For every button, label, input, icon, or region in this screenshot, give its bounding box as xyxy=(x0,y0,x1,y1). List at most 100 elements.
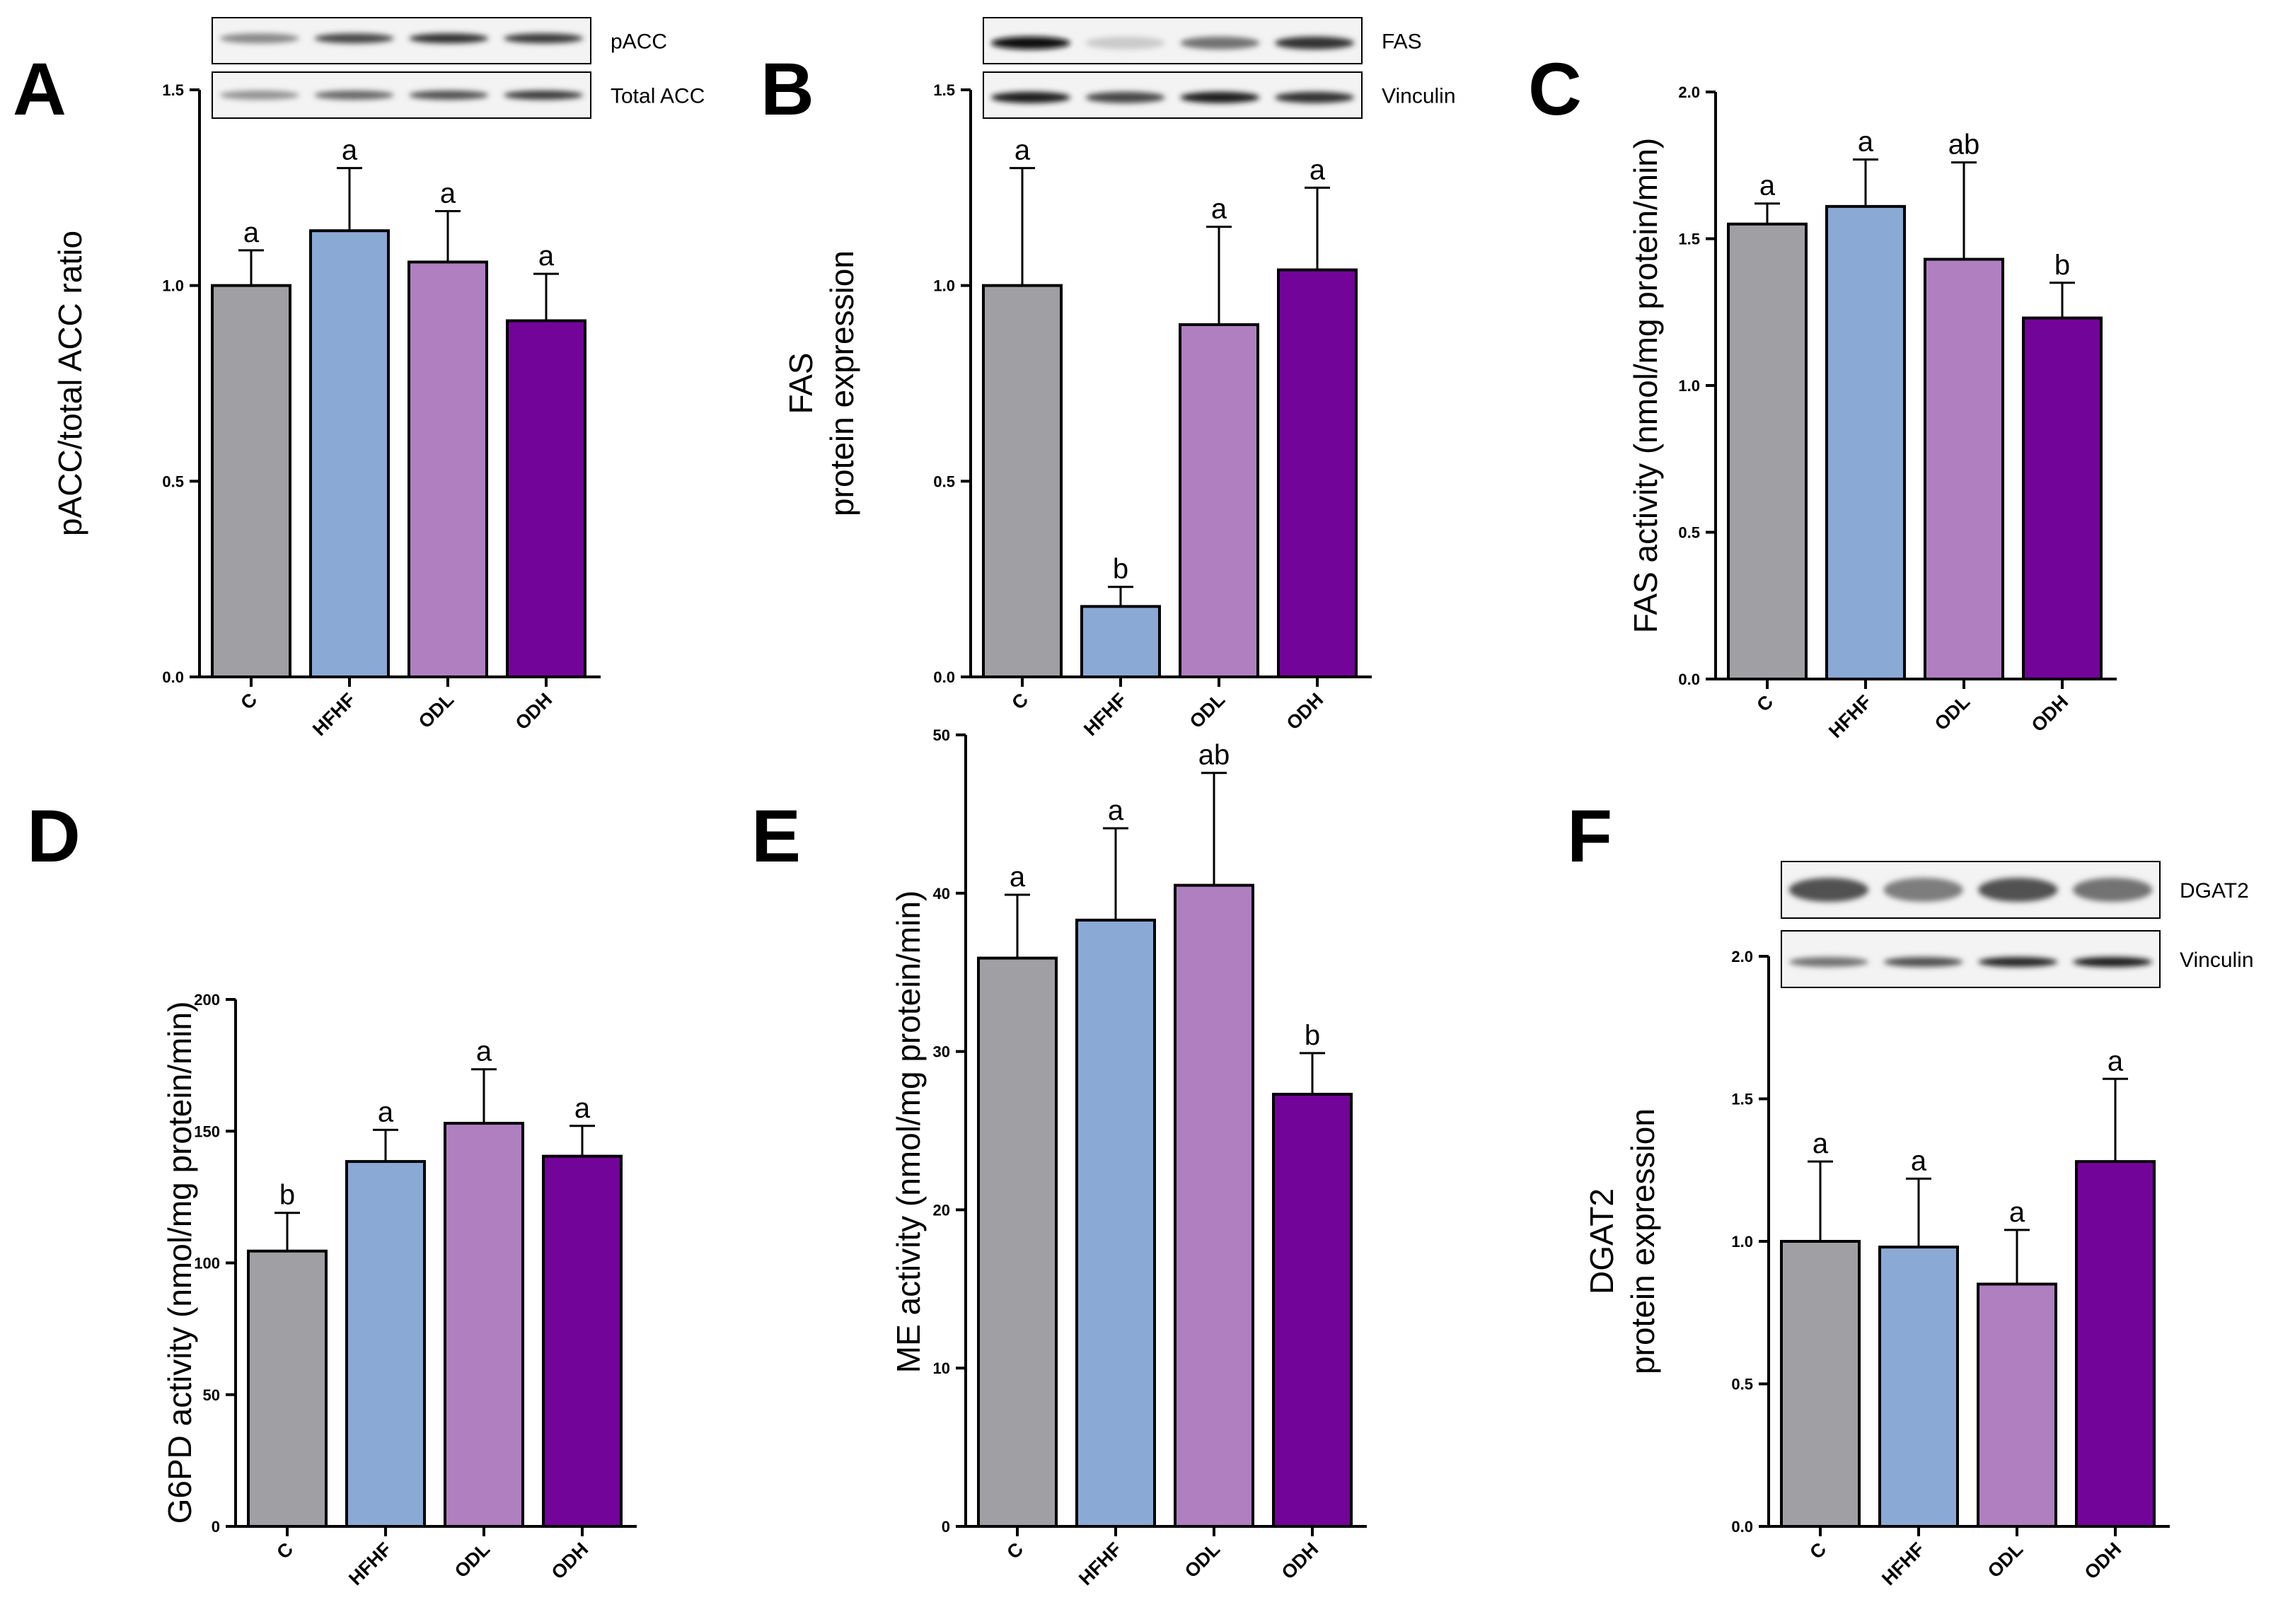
x-tick-label: ODH xyxy=(511,689,557,734)
panel-label: D xyxy=(27,795,81,878)
panel-e: E 0 10 20 30 40 50 ME activity (nmol/mg protein… xyxy=(751,726,1367,1589)
bar-odh xyxy=(1272,1093,1353,1528)
significance-letter: a xyxy=(243,217,260,248)
y-tick-label: 1.5 xyxy=(933,81,955,99)
x-tick-label: HFHF xyxy=(345,1538,395,1589)
significance-letter: a xyxy=(574,1093,591,1124)
blot-band xyxy=(503,33,584,44)
bar-odh xyxy=(1277,268,1358,678)
panel-label: F xyxy=(1567,795,1612,878)
blot-band xyxy=(314,33,394,44)
x-tick-label: ODL xyxy=(1181,1538,1225,1582)
y-tick-label: 0 xyxy=(212,1518,220,1536)
significance-letter: a xyxy=(440,178,456,209)
x-tick-label: ODH xyxy=(2081,1538,2126,1584)
x-tick-label: ODH xyxy=(2028,691,2073,736)
panel-label: E xyxy=(751,795,801,878)
significance-letter: a xyxy=(538,240,555,272)
y-tick-label: 0.5 xyxy=(1731,1376,1753,1393)
y-axis-label-line: protein expression xyxy=(823,250,860,516)
y-tick-label: 10 xyxy=(933,1359,950,1377)
significance-letter: a xyxy=(1014,135,1031,166)
x-tick-label: C xyxy=(1007,689,1032,714)
x-tick-label: ODH xyxy=(548,1538,593,1584)
significance-letter: a xyxy=(476,1036,492,1067)
bar-hfhf xyxy=(1825,204,1906,681)
x-tick-label: ODL xyxy=(451,1538,495,1582)
y-tick-label: 0.5 xyxy=(1678,524,1700,542)
x-tick-label: HFHF xyxy=(308,689,359,740)
bar-hfhf xyxy=(345,1160,426,1528)
blot-label: DGAT2 xyxy=(2180,879,2249,903)
y-tick-label: 1.0 xyxy=(933,277,955,295)
x-tick-label: C xyxy=(1002,1538,1027,1563)
bar-odl xyxy=(444,1122,524,1528)
y-tick-label: 50 xyxy=(933,726,950,744)
blot-band xyxy=(2072,878,2153,902)
bar-hfhf xyxy=(1075,918,1156,1528)
bar-odh xyxy=(506,319,586,678)
bar-c xyxy=(977,956,1058,1528)
blot-band xyxy=(1274,91,1355,103)
blot-band xyxy=(1883,878,1963,902)
bar-odl xyxy=(1977,1282,2057,1528)
blot-band xyxy=(314,91,394,100)
significance-letter: a xyxy=(1310,154,1326,185)
y-axis-label-line: FAS xyxy=(782,353,819,414)
panel-c: C 0.0 0.5 1.0 1.5 2.0 FAS activity (nmol/mg pr… xyxy=(1528,48,2117,742)
significance-letter: b xyxy=(2054,250,2070,281)
significance-letter: a xyxy=(1010,862,1026,893)
significance-letter: b xyxy=(1113,554,1128,585)
blot-band xyxy=(1180,91,1260,103)
y-tick-label: 40 xyxy=(933,885,950,903)
bar-odh xyxy=(2022,316,2103,680)
bar-odl xyxy=(1924,257,2004,680)
significance-letter: b xyxy=(279,1180,295,1211)
significance-letter: ab xyxy=(1948,129,1980,161)
x-tick-label: ODL xyxy=(1931,691,1975,735)
blot-band xyxy=(1788,878,1869,902)
panel-label: A xyxy=(13,48,67,131)
y-axis-label: FAS protein expression xyxy=(782,250,860,516)
blot-band xyxy=(1180,36,1260,50)
significance-letter: a xyxy=(2108,1045,2124,1077)
blot-band xyxy=(2072,957,2153,967)
significance-letter: a xyxy=(1211,194,1227,225)
y-tick-label: 0.0 xyxy=(1731,1518,1753,1536)
y-tick-label: 20 xyxy=(933,1201,950,1219)
y-tick-label: 0.5 xyxy=(933,472,955,490)
x-tick-label: ODL xyxy=(1186,689,1230,733)
x-tick-label: HFHF xyxy=(1825,691,1875,742)
blot-band xyxy=(219,33,300,44)
blot-band xyxy=(1883,957,1963,967)
blot-band xyxy=(1978,878,2058,902)
bar-odl xyxy=(1174,883,1254,1528)
blot-band xyxy=(503,91,584,100)
bar-c xyxy=(211,284,291,678)
bar-c xyxy=(247,1249,328,1529)
x-tick-label: C xyxy=(236,689,261,714)
x-tick-label: ODH xyxy=(1283,689,1328,734)
significance-letter: a xyxy=(1911,1145,1927,1176)
y-tick-label: 30 xyxy=(933,1043,950,1061)
significance-letter: ab xyxy=(1198,740,1230,771)
x-tick-label: ODH xyxy=(1278,1538,1323,1584)
y-axis-label: G6PD activity (nmol/mg protein/min) xyxy=(161,1002,198,1524)
blot-label: Total ACC xyxy=(611,85,705,108)
y-tick-label: 2.0 xyxy=(1731,948,1753,965)
y-tick-label: 1.0 xyxy=(1678,377,1700,395)
x-tick-label: HFHF xyxy=(1878,1538,1929,1589)
y-axis-label-line: protein expression xyxy=(1624,1108,1661,1374)
bar-hfhf xyxy=(309,229,390,678)
blot-band xyxy=(409,33,489,44)
y-tick-label: 1.5 xyxy=(1731,1091,1753,1108)
y-tick-label: 50 xyxy=(203,1386,220,1404)
y-tick-label: 1.5 xyxy=(1678,231,1700,248)
significance-letter: a xyxy=(1813,1128,1829,1159)
significance-letter: a xyxy=(1759,170,1776,202)
x-tick-label: C xyxy=(1752,691,1777,716)
significance-letter: a xyxy=(378,1096,394,1127)
y-tick-label: 1.0 xyxy=(162,277,184,295)
